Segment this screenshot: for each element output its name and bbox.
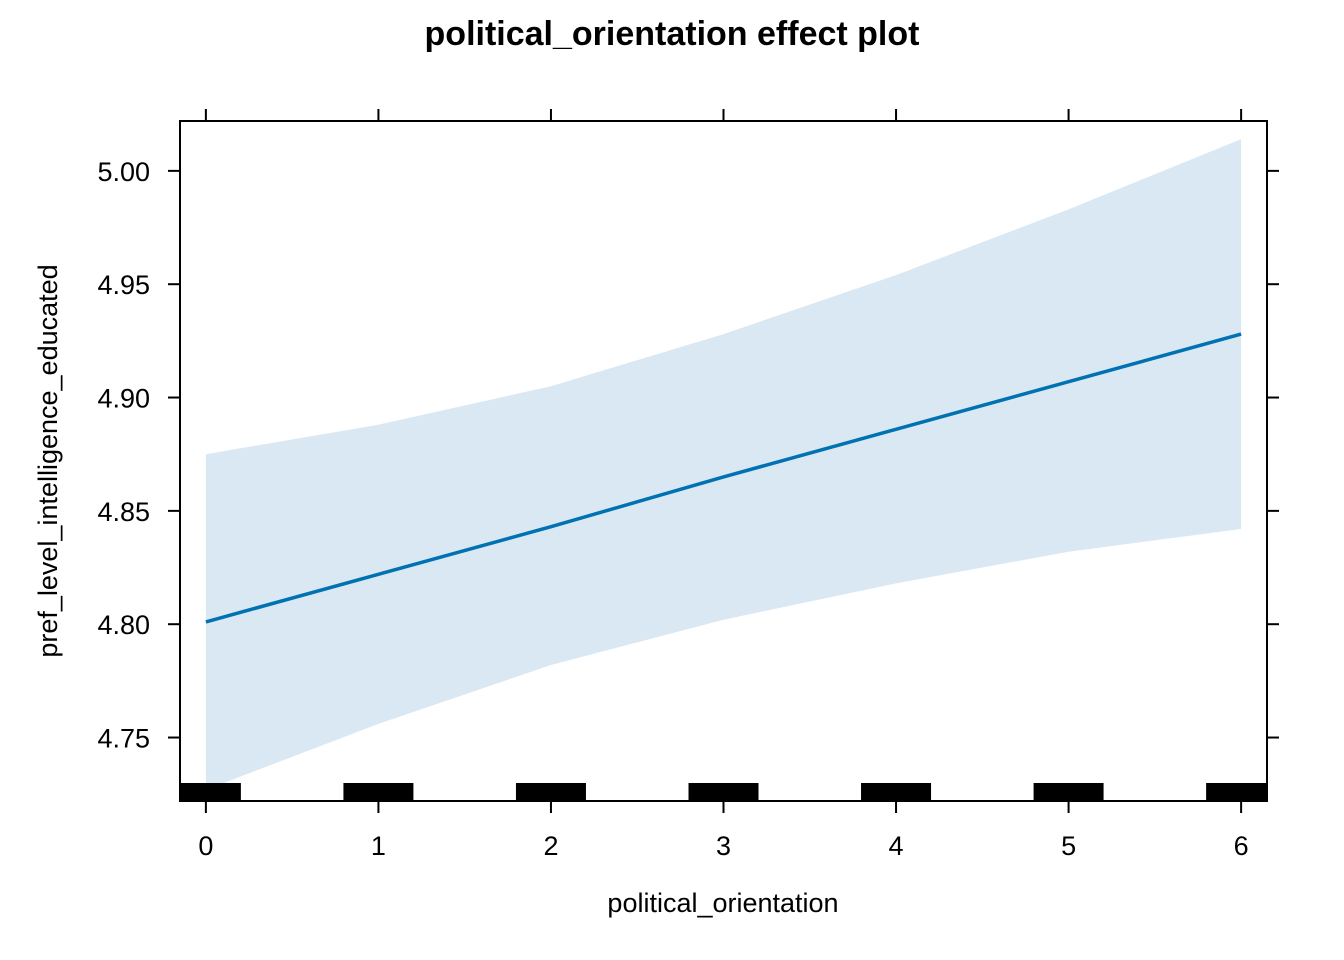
y-tick-label: 4.95 (97, 270, 150, 300)
y-axis-label: pref_level_intelligence_educated (33, 264, 63, 657)
rug-mark (343, 783, 414, 801)
x-tick-label: 5 (1061, 831, 1076, 861)
rug-mark (1033, 783, 1104, 801)
rug-mark (688, 783, 759, 801)
y-tick-label: 4.75 (97, 724, 150, 754)
confidence-band (205, 139, 1242, 790)
x-tick-label: 3 (716, 831, 731, 861)
y-tick-label: 5.00 (97, 157, 150, 187)
x-tick-label: 1 (371, 831, 386, 861)
rug-layer (180, 783, 1267, 801)
effect-line (205, 332, 1242, 624)
x-tick-label: 2 (543, 831, 558, 861)
x-tick-label: 6 (1234, 831, 1249, 861)
rug-mark (515, 783, 586, 801)
effect-line-layer (205, 332, 1242, 624)
y-tick-label: 4.80 (97, 610, 150, 640)
chart-title: political_orientation effect plot (425, 15, 920, 53)
x-axis-label: political_orientation (607, 888, 838, 918)
axis-tick-labels: 0 1 2 3 4 5 6 4.75 4.80 4.85 4.90 4.95 5.00 (97, 157, 1248, 861)
rug-mark (1206, 783, 1267, 801)
confidence-band-layer (205, 139, 1242, 790)
y-tick-label: 4.85 (97, 497, 150, 527)
rug-mark (180, 783, 241, 801)
x-tick-label: 4 (889, 831, 904, 861)
y-tick-label: 4.90 (97, 384, 150, 414)
rug-mark (861, 783, 932, 801)
x-tick-label: 0 (198, 831, 213, 861)
axis-ticks (168, 109, 1279, 813)
